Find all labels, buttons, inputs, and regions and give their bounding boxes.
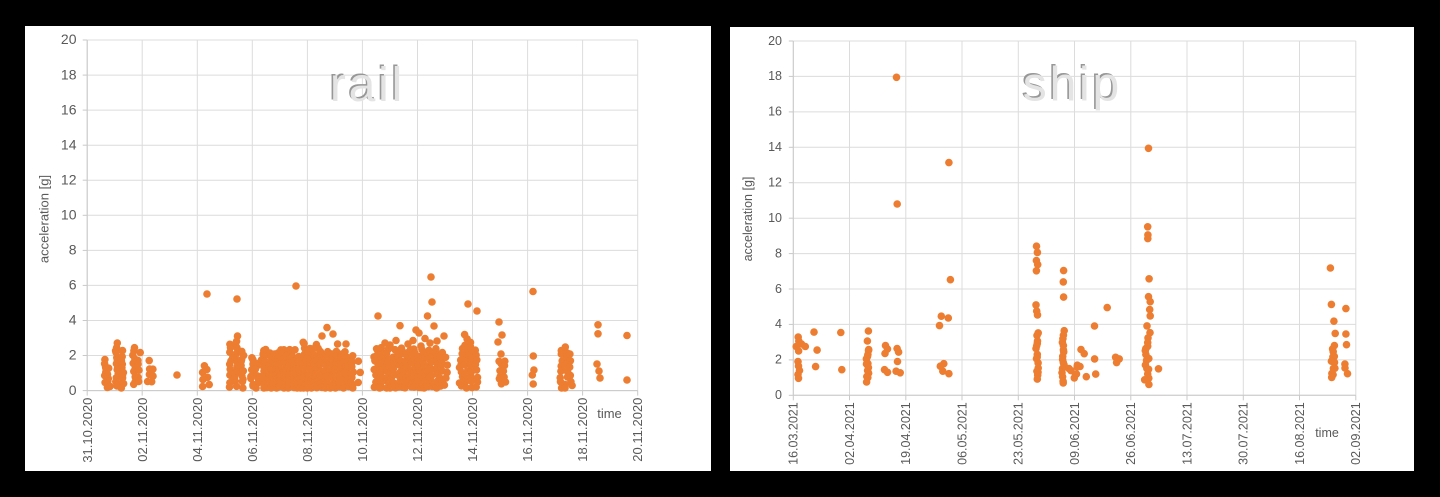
svg-text:10.11.2020: 10.11.2020 (355, 398, 370, 462)
svg-text:31.10.2020: 31.10.2020 (80, 398, 95, 463)
svg-text:06.05.2021: 06.05.2021 (955, 402, 969, 465)
svg-text:06.11.2020: 06.11.2020 (245, 398, 260, 462)
svg-text:6: 6 (69, 277, 77, 293)
svg-text:acceleration [g]: acceleration [g] (741, 177, 755, 262)
svg-text:20: 20 (768, 34, 782, 48)
svg-text:ship: ship (1021, 57, 1120, 110)
svg-text:8: 8 (775, 246, 782, 260)
svg-text:12: 12 (768, 176, 782, 190)
svg-text:time: time (597, 406, 622, 421)
svg-text:23.05.2021: 23.05.2021 (1012, 402, 1026, 465)
svg-text:18: 18 (768, 69, 782, 83)
svg-text:18.11.2020: 18.11.2020 (575, 398, 590, 462)
svg-text:12.11.2020: 12.11.2020 (410, 398, 425, 462)
svg-text:acceleration [g]: acceleration [g] (37, 175, 52, 263)
svg-text:02.04.2021: 02.04.2021 (843, 402, 857, 465)
svg-text:04.11.2020: 04.11.2020 (190, 398, 205, 462)
svg-text:16.08.2021: 16.08.2021 (1293, 402, 1307, 465)
svg-text:18: 18 (61, 66, 77, 82)
svg-text:4: 4 (69, 312, 77, 328)
svg-text:16: 16 (61, 101, 77, 117)
svg-text:4: 4 (775, 317, 782, 331)
svg-text:2: 2 (69, 347, 77, 363)
svg-text:19.04.2021: 19.04.2021 (899, 402, 913, 465)
svg-text:30.07.2021: 30.07.2021 (1237, 402, 1251, 465)
svg-text:10: 10 (61, 207, 77, 223)
svg-text:12: 12 (61, 171, 77, 187)
svg-text:rail: rail (328, 57, 403, 110)
svg-text:16: 16 (768, 105, 782, 119)
svg-text:02.09.2021: 02.09.2021 (1349, 402, 1363, 465)
svg-text:14: 14 (768, 140, 782, 154)
svg-text:26.06.2021: 26.06.2021 (1124, 402, 1138, 465)
svg-text:0: 0 (775, 388, 782, 402)
svg-text:08.11.2020: 08.11.2020 (300, 398, 315, 462)
svg-text:09.06.2021: 09.06.2021 (1068, 402, 1082, 465)
svg-text:14.11.2020: 14.11.2020 (465, 398, 480, 462)
svg-text:13.07.2021: 13.07.2021 (1180, 402, 1194, 465)
svg-text:6: 6 (775, 282, 782, 296)
svg-text:02.11.2020: 02.11.2020 (135, 398, 150, 462)
svg-text:10: 10 (768, 211, 782, 225)
svg-text:2: 2 (775, 353, 782, 367)
svg-text:rail: rail (330, 59, 405, 112)
svg-text:0: 0 (69, 382, 77, 398)
svg-text:16.03.2021: 16.03.2021 (787, 402, 801, 465)
svg-text:16.11.2020: 16.11.2020 (520, 398, 535, 462)
svg-text:20.11.2020: 20.11.2020 (630, 398, 645, 462)
svg-text:14: 14 (61, 136, 77, 152)
svg-text:8: 8 (69, 242, 77, 258)
svg-text:20: 20 (61, 31, 77, 47)
svg-text:ship: ship (1023, 59, 1122, 112)
svg-text:time: time (1315, 426, 1339, 440)
